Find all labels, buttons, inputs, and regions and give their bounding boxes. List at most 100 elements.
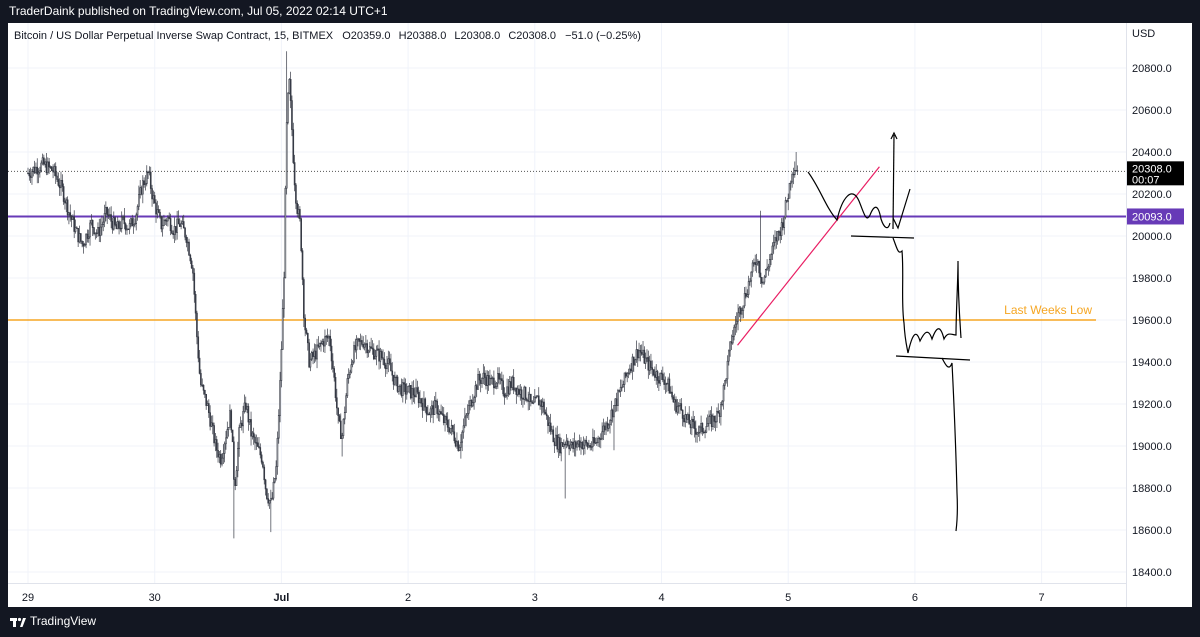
candle-body xyxy=(610,409,613,421)
horizontal-lines[interactable] xyxy=(8,215,1126,321)
candle-body xyxy=(615,398,618,406)
candle-body xyxy=(40,162,42,172)
candle-body xyxy=(103,213,106,223)
candle-body xyxy=(299,209,301,220)
candle-body xyxy=(176,218,178,233)
candle-body xyxy=(391,370,394,376)
candle-body xyxy=(89,222,91,238)
ohlc-open: 20359.0 xyxy=(351,30,391,42)
candle-body xyxy=(85,233,87,245)
price-axis[interactable]: 20800.0 20600.0 20400.0 20200.0 20000.0 19800… xyxy=(1132,63,1172,579)
candle-body xyxy=(425,406,428,415)
chart-panel[interactable]: 20800.0 20600.0 20400.0 20200.0 20000.0 19800… xyxy=(8,23,1192,607)
candle-body xyxy=(537,395,540,406)
candle-body xyxy=(532,401,535,404)
candle-body xyxy=(747,281,750,295)
candle-body xyxy=(710,414,713,427)
candle-body xyxy=(304,317,306,331)
candle-body xyxy=(182,221,185,229)
candle-body xyxy=(201,384,204,387)
candle-body xyxy=(570,441,573,446)
candle-body xyxy=(353,345,355,363)
candle-body xyxy=(774,237,776,243)
x-tick-label: 3 xyxy=(532,592,538,604)
candle-body xyxy=(547,415,549,426)
candle-body xyxy=(213,425,215,444)
candle-body xyxy=(498,373,500,380)
candle-body xyxy=(300,218,302,252)
candle-body xyxy=(386,363,388,370)
candle-body xyxy=(78,233,81,243)
candle-body xyxy=(574,441,577,448)
hand-drawn-projection[interactable] xyxy=(807,131,971,532)
x-tick-label: 2 xyxy=(405,592,411,604)
candle-body xyxy=(155,202,157,215)
candle-body xyxy=(400,384,403,396)
candle-body xyxy=(696,432,698,435)
candle-body xyxy=(598,437,601,440)
candle-body xyxy=(138,194,140,207)
candle-body xyxy=(580,442,582,448)
ohlc-open-label: O xyxy=(342,30,351,42)
candle-body xyxy=(384,364,387,370)
candle-body xyxy=(515,387,518,395)
candle-body xyxy=(763,276,766,283)
candle-body xyxy=(361,340,363,345)
candle-body xyxy=(584,440,586,446)
candle-body xyxy=(217,449,219,458)
candle-body xyxy=(792,173,795,176)
candle-body xyxy=(209,412,211,427)
candle-body xyxy=(551,429,553,432)
candle-body xyxy=(753,262,755,264)
candle-body xyxy=(461,431,464,443)
candle-body xyxy=(186,241,189,244)
level-tag xyxy=(1127,208,1184,225)
candle-body xyxy=(691,418,693,429)
candle-body xyxy=(93,227,95,235)
candle-body xyxy=(440,411,442,414)
candle-body xyxy=(256,442,259,447)
time-axis[interactable]: 29 30 Jul 2 3 4 5 6 7 xyxy=(22,592,1045,604)
candle-body xyxy=(242,411,244,427)
candle-body xyxy=(112,217,115,230)
candle-body xyxy=(284,187,287,279)
candle-body xyxy=(520,389,523,399)
candle-body xyxy=(518,388,520,395)
candle-body xyxy=(552,429,555,443)
candle-body xyxy=(581,442,584,449)
candle-body xyxy=(271,497,273,500)
candle-body xyxy=(192,267,194,274)
candle-body xyxy=(761,277,763,284)
candle-body xyxy=(630,368,632,372)
candle-body xyxy=(530,393,532,403)
candle-body xyxy=(387,358,390,365)
candle-body xyxy=(283,277,285,309)
trendline[interactable] xyxy=(737,166,880,346)
candle-body xyxy=(210,422,213,427)
candle-body xyxy=(564,443,566,446)
candle-body xyxy=(95,232,98,234)
candle-body xyxy=(456,441,458,447)
price-chart[interactable]: 20800.0 20600.0 20400.0 20200.0 20000.0 19800… xyxy=(8,23,1192,607)
candle-body xyxy=(659,372,661,384)
candle-body xyxy=(545,413,548,417)
candle-body xyxy=(120,216,123,230)
candle-body xyxy=(131,218,134,227)
candle-body xyxy=(230,410,233,431)
candle-body xyxy=(56,175,58,180)
ohlc-change: −51.0 (−0.25%) xyxy=(565,30,641,42)
candle-body xyxy=(442,414,445,423)
y-tick-label: 18600.0 xyxy=(1132,525,1172,537)
price-tags: 20308.000:07 20093.0 xyxy=(1127,161,1184,225)
candle-body xyxy=(503,393,506,398)
drawn-wave-2 xyxy=(892,237,962,354)
candle-body xyxy=(501,378,503,382)
candle-body xyxy=(357,338,359,340)
candle-body xyxy=(325,335,328,338)
candle-body xyxy=(469,399,471,406)
candle-body xyxy=(365,343,367,345)
candle-body xyxy=(445,416,448,421)
candle-body xyxy=(585,440,588,444)
candle-body xyxy=(69,212,72,217)
candle-body xyxy=(358,338,361,342)
